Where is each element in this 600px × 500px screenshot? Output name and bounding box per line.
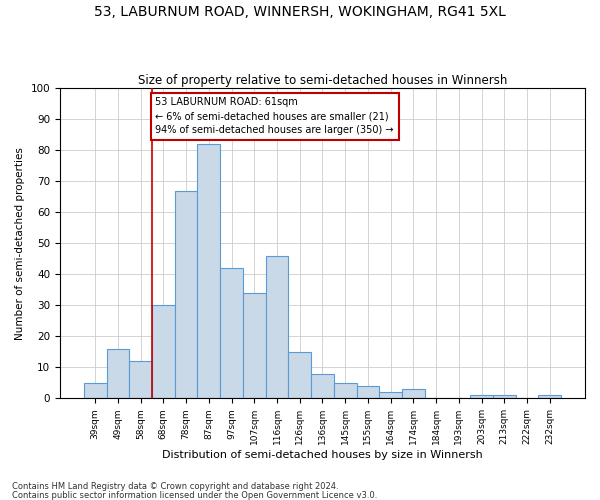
Bar: [470, 395, 493, 398]
Bar: [175, 190, 197, 398]
Bar: [356, 386, 379, 398]
Bar: [220, 268, 243, 398]
Bar: [311, 374, 334, 398]
Text: Contains HM Land Registry data © Crown copyright and database right 2024.: Contains HM Land Registry data © Crown c…: [12, 482, 338, 491]
Bar: [379, 392, 402, 398]
Bar: [197, 144, 220, 399]
Bar: [84, 383, 107, 398]
Bar: [493, 395, 515, 398]
Text: 53 LABURNUM ROAD: 61sqm
← 6% of semi-detached houses are smaller (21)
94% of sem: 53 LABURNUM ROAD: 61sqm ← 6% of semi-det…: [155, 98, 394, 136]
Bar: [152, 306, 175, 398]
Bar: [289, 352, 311, 399]
Title: Size of property relative to semi-detached houses in Winnersh: Size of property relative to semi-detach…: [138, 74, 507, 87]
Bar: [266, 256, 289, 398]
Bar: [107, 348, 129, 399]
Text: Contains public sector information licensed under the Open Government Licence v3: Contains public sector information licen…: [12, 490, 377, 500]
Bar: [538, 395, 561, 398]
Bar: [334, 383, 356, 398]
X-axis label: Distribution of semi-detached houses by size in Winnersh: Distribution of semi-detached houses by …: [162, 450, 483, 460]
Bar: [402, 389, 425, 398]
Bar: [243, 293, 266, 399]
Text: 53, LABURNUM ROAD, WINNERSH, WOKINGHAM, RG41 5XL: 53, LABURNUM ROAD, WINNERSH, WOKINGHAM, …: [94, 5, 506, 19]
Bar: [129, 361, 152, 399]
Y-axis label: Number of semi-detached properties: Number of semi-detached properties: [15, 147, 25, 340]
